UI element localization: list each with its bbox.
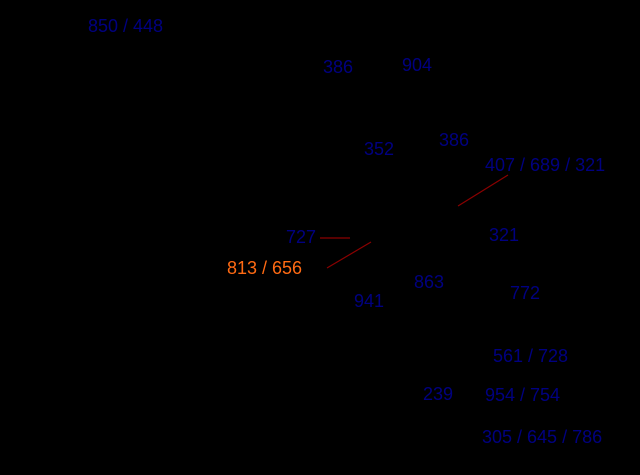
map-label: 863 (414, 272, 445, 292)
map-label: 386 (439, 130, 470, 150)
map-label: 239 (423, 384, 454, 404)
map-label: 954 / 754 (485, 385, 561, 405)
map-label: 321 (489, 225, 520, 245)
map-label: 941 (354, 291, 385, 311)
leader-line (326, 241, 372, 269)
map-label: 352 (364, 139, 395, 159)
map-label-highlighted: 813 / 656 (227, 258, 303, 278)
map-label: 407 / 689 / 321 (485, 155, 606, 175)
map-label: 772 (510, 283, 541, 303)
map-label: 561 / 728 (493, 346, 569, 366)
map-label: 904 (402, 55, 433, 75)
leader-line (457, 174, 509, 207)
map-label: 386 (323, 57, 354, 77)
map-label: 850 / 448 (88, 16, 164, 36)
map-label: 305 / 645 / 786 (482, 427, 603, 447)
map-label: 727 (286, 227, 317, 247)
